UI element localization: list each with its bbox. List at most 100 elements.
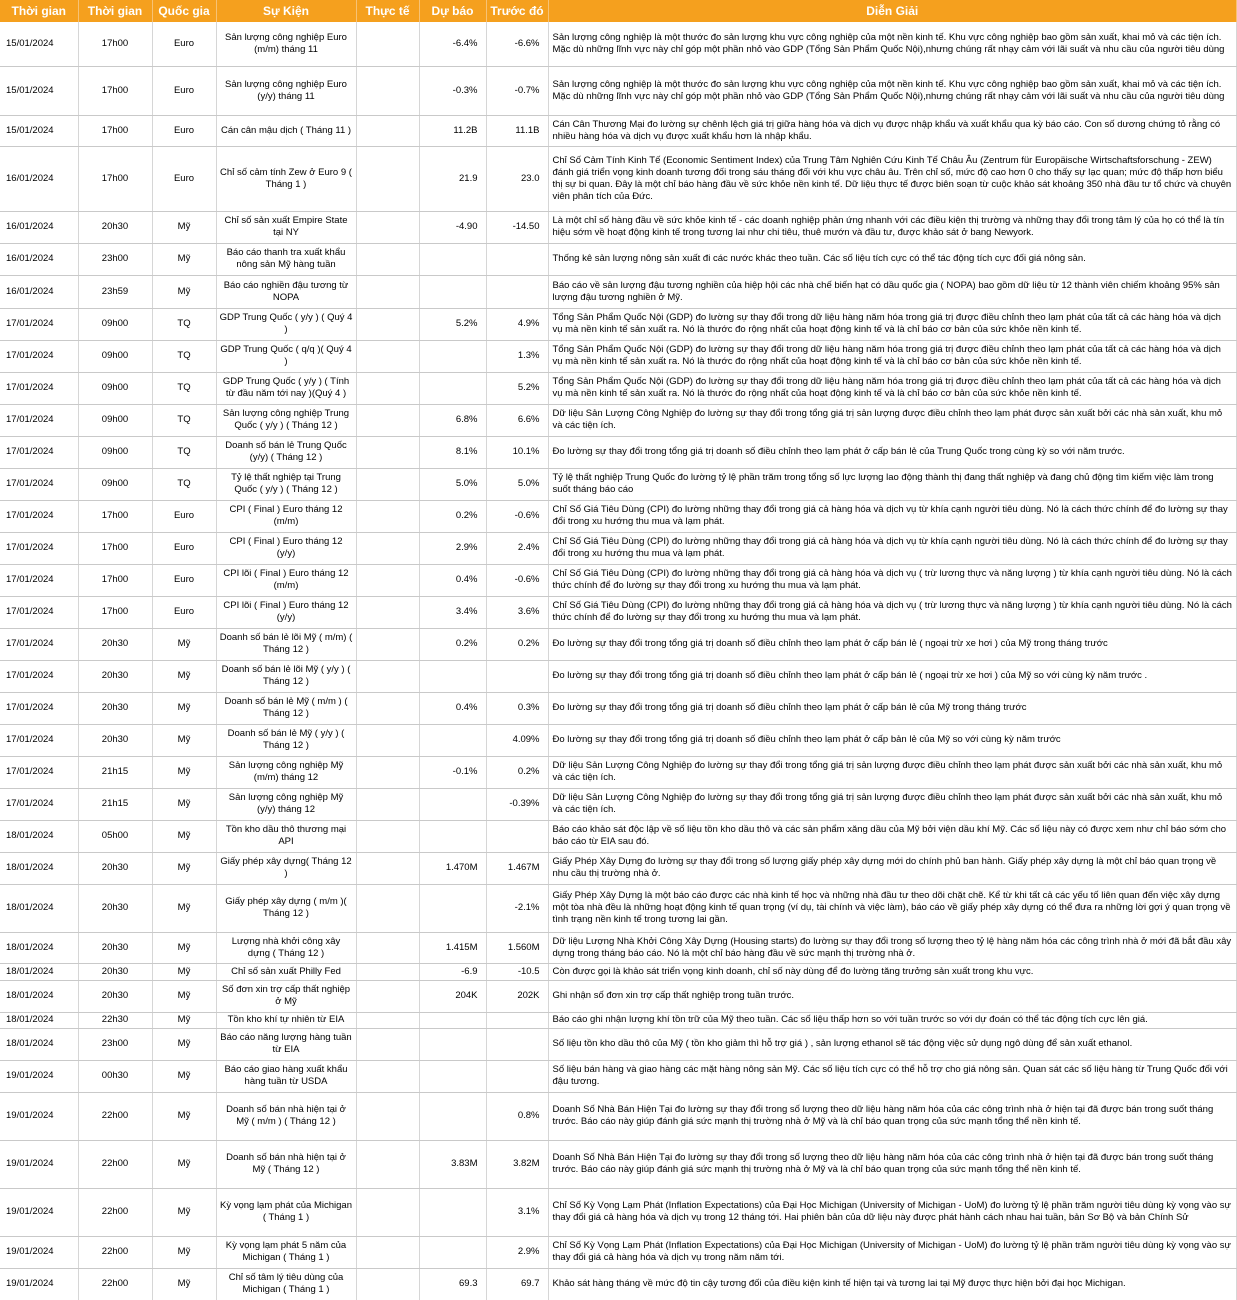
previous-cell: 1.467M <box>486 852 549 885</box>
event-cell: GDP Trung Quốc ( y/y ) ( Tính từ đầu năm… <box>216 372 357 405</box>
forecast-cell: -0.3% <box>419 66 487 116</box>
previous-cell <box>486 275 549 309</box>
actual-cell <box>356 468 420 501</box>
description-cell: Sản lượng công nghiệp là một thước đo sả… <box>548 22 1237 67</box>
forecast-cell: 21.9 <box>419 146 487 212</box>
table-row: 16/01/2024 17h00 Euro Chỉ số cảm tính Zew ở… <box>0 146 1237 212</box>
actual-cell <box>356 1268 420 1300</box>
table-header: Thời gian Thời gian Quốc gia Sự Kiện Thực tế… <box>0 0 1237 22</box>
time-cell: 09h00 <box>78 372 153 405</box>
event-cell: Báo cáo giao hàng xuất khẩu hàng tuần từ… <box>216 1060 357 1093</box>
description-cell: Đo lường sự thay đổi trong tổng giá trị … <box>548 724 1237 757</box>
time-cell: 09h00 <box>78 404 153 437</box>
table-row: 19/01/2024 22h00 Mỹ Kỳ vọng lạm phát 5 năm … <box>0 1236 1237 1269</box>
previous-cell: 0.3% <box>486 692 549 725</box>
forecast-cell: 11.2B <box>419 115 487 147</box>
description-cell: Báo cáo về sản lượng đậu tương nghiền củ… <box>548 275 1237 309</box>
country-cell: TQ <box>152 436 217 469</box>
actual-cell <box>356 1140 420 1189</box>
table-row: 17/01/2024 09h00 TQ GDP Trung Quốc ( q/q )(… <box>0 340 1237 373</box>
event-cell: Doanh số bán nhà hiện tại ở Mỹ ( m/m ) (… <box>216 1092 357 1141</box>
previous-cell: 3.82M <box>486 1140 549 1189</box>
table-row: 15/01/2024 17h00 Euro Cán cân mậu dịch ( Th… <box>0 115 1237 147</box>
date-cell: 15/01/2024 <box>0 66 79 116</box>
country-cell: Mỹ <box>152 1236 217 1269</box>
event-cell: Chỉ số tâm lý tiêu dùng của Michigan ( T… <box>216 1268 357 1300</box>
forecast-cell: 6.8% <box>419 404 487 437</box>
previous-cell: 2.9% <box>486 1236 549 1269</box>
country-cell: Mỹ <box>152 275 217 309</box>
event-cell: CPI ( Final ) Euro tháng 12 (m/m) <box>216 500 357 533</box>
country-cell: TQ <box>152 340 217 373</box>
country-cell: Euro <box>152 532 217 565</box>
forecast-cell: 1.470M <box>419 852 487 885</box>
date-cell: 17/01/2024 <box>0 532 79 565</box>
table-row: 17/01/2024 09h00 TQ Doanh số bán lẻ Trung Q… <box>0 436 1237 469</box>
time-cell: 22h30 <box>78 1012 153 1029</box>
date-cell: 17/01/2024 <box>0 500 79 533</box>
actual-cell <box>356 404 420 437</box>
time-cell: 23h00 <box>78 243 153 276</box>
table-row: 15/01/2024 17h00 Euro Sản lượng công nghiệp… <box>0 22 1237 67</box>
previous-cell: 1.560M <box>486 932 549 964</box>
table-row: 19/01/2024 00h30 Mỹ Báo cáo giao hàng xuất … <box>0 1060 1237 1093</box>
event-cell: Giấy phép xây dựng ( m/m )( Tháng 12 ) <box>216 884 357 933</box>
date-cell: 17/01/2024 <box>0 340 79 373</box>
event-cell: Báo cáo năng lượng hàng tuần từ EIA <box>216 1028 357 1061</box>
date-cell: 15/01/2024 <box>0 22 79 67</box>
previous-cell: 23.0 <box>486 146 549 212</box>
date-cell: 17/01/2024 <box>0 468 79 501</box>
actual-cell <box>356 340 420 373</box>
actual-cell <box>356 596 420 629</box>
previous-cell: -6.6% <box>486 22 549 67</box>
actual-cell <box>356 692 420 725</box>
time-cell: 17h00 <box>78 66 153 116</box>
actual-cell <box>356 660 420 693</box>
table-row: 17/01/2024 17h00 Euro CPI ( Final ) Euro th… <box>0 532 1237 565</box>
actual-cell <box>356 1060 420 1093</box>
time-cell: 22h00 <box>78 1268 153 1300</box>
event-cell: Sản lượng công nghiệp Mỹ (m/m) tháng 12 <box>216 756 357 789</box>
event-cell: Doanh số bán lẻ lõi Mỹ ( m/m) ( Tháng 12… <box>216 628 357 661</box>
time-cell: 23h59 <box>78 275 153 309</box>
date-cell: 19/01/2024 <box>0 1268 79 1300</box>
country-cell: Mỹ <box>152 211 217 244</box>
forecast-cell <box>419 724 487 757</box>
time-cell: 20h30 <box>78 963 153 981</box>
event-cell: Doanh số bán nhà hiện tại ở Mỹ ( Tháng 1… <box>216 1140 357 1189</box>
country-cell: Mỹ <box>152 1188 217 1237</box>
date-cell: 17/01/2024 <box>0 756 79 789</box>
actual-cell <box>356 500 420 533</box>
country-cell: Euro <box>152 596 217 629</box>
table-row: 18/01/2024 20h30 Mỹ Chỉ số sản xuất Philly … <box>0 963 1237 981</box>
date-cell: 18/01/2024 <box>0 820 79 853</box>
previous-cell <box>486 1028 549 1061</box>
description-cell: Giấy Phép Xây Dựng là một báo cáo được c… <box>548 884 1237 933</box>
event-cell: CPI lõi ( Final ) Euro tháng 12 (y/y) <box>216 596 357 629</box>
country-cell: Mỹ <box>152 1268 217 1300</box>
table-row: 15/01/2024 17h00 Euro Sản lượng công nghiệp… <box>0 66 1237 116</box>
description-cell: Dữ liệu Lượng Nhà Khởi Công Xây Dựng (Ho… <box>548 932 1237 964</box>
time-cell: 00h30 <box>78 1060 153 1093</box>
table-row: 16/01/2024 20h30 Mỹ Chỉ số sản xuất Empire … <box>0 211 1237 244</box>
forecast-cell <box>419 275 487 309</box>
event-cell: Doanh số bán lẻ Mỹ ( m/m ) ( Tháng 12 ) <box>216 692 357 725</box>
date-cell: 17/01/2024 <box>0 436 79 469</box>
description-cell: Dữ liệu Sản Lượng Công Nghiệp đo lường s… <box>548 404 1237 437</box>
actual-cell <box>356 963 420 981</box>
time-cell: 22h00 <box>78 1236 153 1269</box>
event-cell: GDP Trung Quốc ( q/q )( Quý 4 ) <box>216 340 357 373</box>
country-cell: TQ <box>152 468 217 501</box>
description-cell: Đo lường sự thay đổi trong tổng giá trị … <box>548 628 1237 661</box>
time-cell: 20h30 <box>78 852 153 885</box>
country-cell: Mỹ <box>152 788 217 821</box>
country-cell: Euro <box>152 66 217 116</box>
table-row: 19/01/2024 22h00 Mỹ Kỳ vọng lạm phát của Mi… <box>0 1188 1237 1237</box>
table-row: 17/01/2024 20h30 Mỹ Doanh số bán lẻ lõi Mỹ … <box>0 660 1237 693</box>
previous-cell: -0.6% <box>486 564 549 597</box>
forecast-cell <box>419 1012 487 1029</box>
actual-cell <box>356 724 420 757</box>
previous-cell <box>486 660 549 693</box>
country-cell: Euro <box>152 146 217 212</box>
date-cell: 16/01/2024 <box>0 275 79 309</box>
